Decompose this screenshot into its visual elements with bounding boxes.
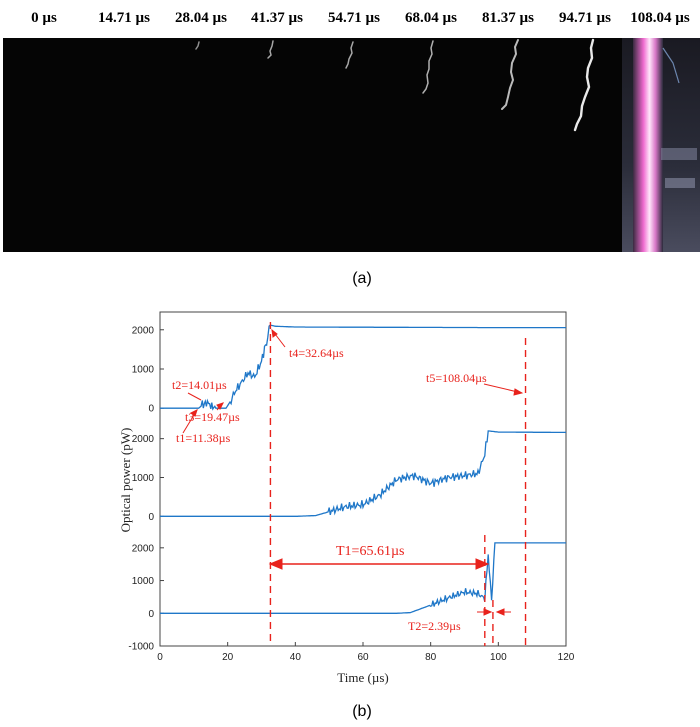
frame-time-label: 54.71 µs bbox=[328, 10, 380, 26]
y-tick-label: 2000 bbox=[132, 434, 155, 445]
leader-frame-4 bbox=[267, 40, 274, 59]
optical-power-trace-3 bbox=[160, 542, 566, 614]
annotation-T1: T1=65.61µs bbox=[336, 544, 404, 559]
x-axis-title: Time (µs) bbox=[337, 670, 388, 685]
plot-frame bbox=[159, 311, 567, 647]
x-tick-label: 60 bbox=[357, 652, 369, 663]
x-tick-label: 80 bbox=[425, 652, 437, 663]
annotation-t1: t1=11.38µs bbox=[176, 431, 231, 445]
leader-frame-8 bbox=[573, 38, 595, 132]
annotation-t3: t3=19.47µs bbox=[185, 410, 240, 424]
high-speed-camera-frames bbox=[3, 38, 700, 252]
traces bbox=[160, 324, 566, 614]
x-axis: 0 20 40 60 80 100 120 bbox=[157, 642, 575, 663]
leader-progression-image bbox=[195, 38, 700, 252]
x-tick-label: 120 bbox=[558, 652, 575, 663]
leader-frame-3 bbox=[195, 41, 200, 50]
y-tick-label: 1000 bbox=[132, 473, 155, 484]
frame-time-labels: 0 µs 14.71 µs 28.04 µs 41.37 µs 54.71 µs… bbox=[0, 0, 700, 38]
annotation-t2: t2=14.01µs bbox=[172, 378, 227, 392]
y-tick-label: 1000 bbox=[132, 365, 155, 376]
y-axis-title: Optical power (pW) bbox=[118, 428, 133, 533]
frame-time-label: 14.71 µs bbox=[98, 10, 150, 26]
frame-time-label: 81.37 µs bbox=[482, 10, 534, 26]
return-stroke-channel bbox=[633, 38, 663, 252]
annotation-t5: t5=108.04µs bbox=[426, 371, 487, 385]
leader-frame-7 bbox=[501, 39, 519, 110]
y-tick-label: 0 bbox=[148, 609, 154, 620]
frame-time-label: 94.71 µs bbox=[559, 10, 611, 26]
frame-time-label: 28.04 µs bbox=[175, 10, 227, 26]
x-tick-label: 0 bbox=[157, 652, 163, 663]
x-tick-label: 40 bbox=[290, 652, 302, 663]
frame-time-label: 41.37 µs bbox=[251, 10, 303, 26]
y-tick-label: 2000 bbox=[132, 325, 155, 336]
frame-time-label: 68.04 µs bbox=[405, 10, 457, 26]
y-tick-label: -1000 bbox=[128, 642, 154, 653]
frame-time-label: 0 µs bbox=[31, 10, 57, 26]
leader-frame-5 bbox=[345, 41, 354, 69]
annotation-arrows bbox=[182, 328, 524, 616]
x-tick-label: 20 bbox=[222, 652, 234, 663]
x-tick-label: 100 bbox=[490, 652, 507, 663]
panel-a-label: (a) bbox=[352, 270, 372, 287]
frame-time-label: 108.04 µs bbox=[630, 10, 690, 26]
annotation-t4: t4=32.64µs bbox=[289, 346, 344, 360]
y-axis: 0 1000 2000 0 1000 2000 -1000 0 1000 2000 bbox=[128, 325, 164, 653]
y-tick-label: 1000 bbox=[132, 576, 155, 587]
y-tick-label: 0 bbox=[148, 404, 154, 415]
optical-power-chart: 0 20 40 60 80 100 120 010002000010002000-10000… bbox=[118, 311, 575, 685]
optical-power-trace-1 bbox=[160, 324, 566, 411]
y-tick-label: 2000 bbox=[132, 543, 155, 554]
optical-power-trace-2 bbox=[160, 430, 566, 517]
event-markers bbox=[269, 322, 527, 646]
annotation-T2: T2=2.39µs bbox=[408, 619, 461, 633]
leader-frame-6 bbox=[422, 40, 434, 94]
y-tick-label: 0 bbox=[148, 512, 154, 523]
panel-b-label: (b) bbox=[352, 703, 372, 720]
